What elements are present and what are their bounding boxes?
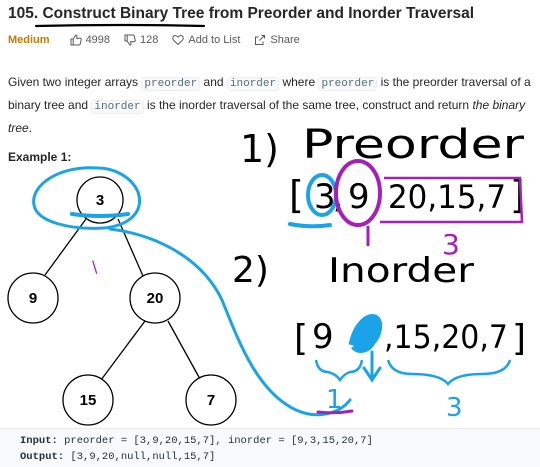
blue-arrow-down [362,350,382,383]
problem-title: 105. Construct Binary Tree from Preorder… [8,5,474,23]
tree-node-label: 20 [147,290,164,307]
problem-name: Construct Binary Tree from Preorder and … [42,5,475,22]
input-value: preorder = [3,9,20,15,7], inorder = [9,3… [57,435,373,447]
tree-node-label: 7 [207,392,215,409]
input-line: Input: preorder = [3,9,20,15,7], inorder… [20,435,373,447]
purple-circle-left [334,159,382,227]
inorder-remaining-values: ,15,20,7 [384,318,508,356]
share-icon [255,35,266,45]
tree-node-label: 3 [96,192,104,209]
purple-underline-count [316,409,354,415]
share-button[interactable]: Share [254,34,300,46]
like-count: 4998 [85,34,111,46]
description-text: where [279,75,319,89]
inorder-handwritten-label: Inorder [328,251,474,291]
step-1-label: 1) [240,127,279,171]
blue-left-count: 1 [326,385,343,415]
tree-node-label: 9 [29,290,37,307]
tree-node-label: 15 [80,392,97,409]
add-to-list-label: Add to List [188,34,241,46]
code-inorder: inorder [226,77,280,91]
blue-underline-stroke [70,212,130,218]
description-text: . [28,121,33,135]
tree-node-9: 9 [7,272,59,324]
preorder-second-value: 9 [348,177,370,217]
share-label: Share [270,34,300,46]
blue-subtree-loop [32,166,352,417]
purple-tick-mark: \ [92,257,98,276]
description-emphasis: the binary tree [8,98,526,135]
tree-edge [167,320,201,380]
preorder-open-bracket: [ [289,173,304,217]
description-text: Given two integer arrays [8,75,142,89]
tree-edge [117,218,144,277]
purple-left-count: 1 [362,245,363,247]
blue-right-brace [386,359,512,386]
preorder-handwritten-label: Preorder [302,122,525,168]
example-label: Example 1: [8,150,72,164]
heart-icon [172,35,185,46]
blue-right-count: 3 [446,393,463,423]
problem-description: Given two integer arrays preorder and in… [8,72,536,139]
purple-right-box [380,176,524,224]
output-label: Output: [20,451,65,463]
inorder-close-bracket: ] [512,318,526,359]
problem-meta-bar: Medium 4998 128 Add to List Share [8,33,314,47]
output-line: Output: [3,9,20,null,null,15,7] [20,451,215,463]
inorder-open-bracket: [ [294,318,308,359]
add-to-list-button[interactable]: Add to List [172,34,240,46]
blue-root-underline [288,222,332,229]
preorder-first-value: 3 [314,177,336,217]
tree-node-7: 7 [185,374,237,426]
code-inorder: inorder [91,100,144,114]
tree-node-20: 20 [129,272,181,324]
preorder-remaining-values: 20,15,7 [388,178,506,216]
tree-node-15: 15 [62,374,114,426]
tree-edge [100,320,146,381]
problem-number: 105. [8,5,39,22]
description-text: is the inorder traversal of the same tre… [143,98,473,112]
tree-node-3: 3 [76,176,124,224]
input-label: Input: [20,435,58,447]
dislike-button[interactable]: 128 [124,34,158,46]
like-button[interactable]: 4998 [70,34,110,46]
blue-scribble-root [348,314,383,353]
purple-right-count: 3 [442,228,460,261]
inorder-first-value: 9 [312,317,334,357]
dislike-count: 128 [140,34,159,46]
step-2-label: 2) [232,250,269,291]
thumbs-down-icon [124,34,136,46]
code-preorder: preorder [141,77,201,91]
blue-left-brace [314,359,364,383]
description-text: and [200,75,227,89]
output-value: [3,9,20,null,null,15,7] [64,451,216,463]
difficulty-badge: Medium [8,34,50,46]
example-io-block: Input: preorder = [3,9,20,15,7], inorder… [0,428,540,467]
thumbs-up-icon [70,34,82,46]
code-preorder: preorder [318,77,378,91]
description-text: is the preorder traversal of a binary tr… [8,75,531,112]
title-underline-stroke [34,23,206,28]
